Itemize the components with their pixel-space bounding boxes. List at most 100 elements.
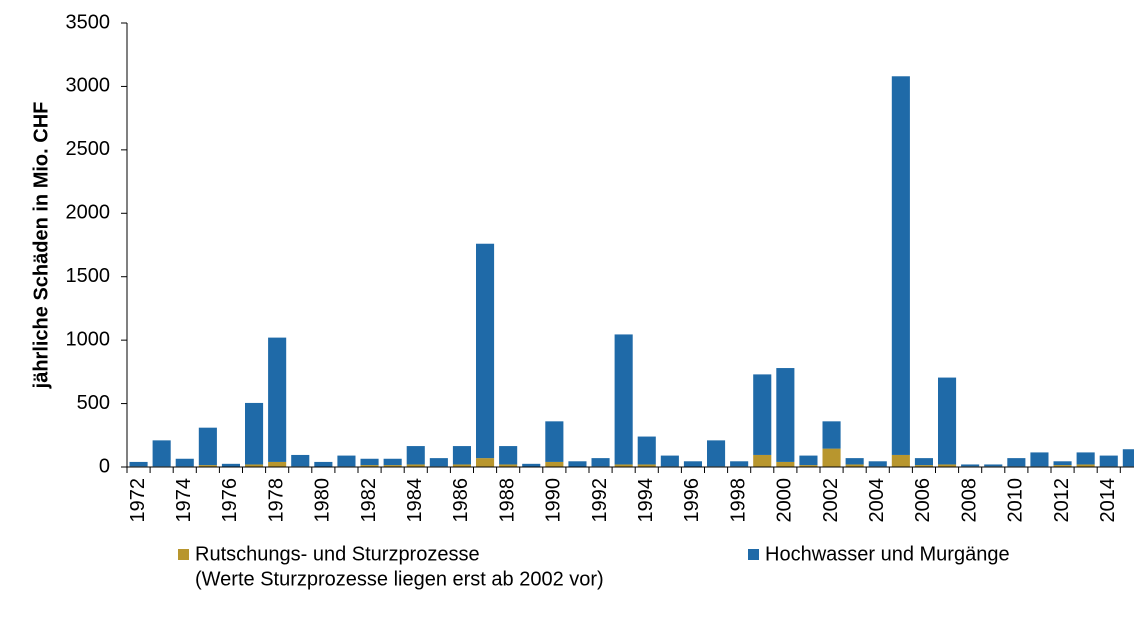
x-tick-label: 1996 xyxy=(681,478,703,523)
x-tick-label: 1980 xyxy=(312,478,334,523)
bar-segment xyxy=(776,461,795,467)
y-tick-label: 3000 xyxy=(66,75,111,97)
y-tick-label: 1500 xyxy=(66,265,111,287)
bar-segment xyxy=(198,427,217,466)
x-tick-label: 1990 xyxy=(543,478,565,523)
bar-segment xyxy=(637,436,656,465)
y-tick-label: 3500 xyxy=(66,11,111,33)
bar-segment xyxy=(522,463,541,467)
bar-segment xyxy=(707,440,726,467)
bar-segment xyxy=(845,458,864,465)
x-tick-label: 2008 xyxy=(958,478,980,523)
bar-segment xyxy=(891,454,910,467)
bar-segment xyxy=(914,458,933,466)
bar-segment xyxy=(938,377,957,465)
bar-segment xyxy=(268,461,287,467)
x-tick-label: 1982 xyxy=(358,478,380,523)
bar-segment xyxy=(545,461,564,467)
bar-segment xyxy=(683,461,702,467)
y-tick-label: 1000 xyxy=(66,328,111,350)
bar-segment xyxy=(961,464,980,467)
bar-segment xyxy=(360,458,379,466)
y-tick-label: 2000 xyxy=(66,202,111,224)
bar-segment xyxy=(637,464,656,467)
bar-segment xyxy=(245,402,264,465)
bar-segment xyxy=(499,446,518,465)
bar-segment xyxy=(591,458,610,467)
bar-segment xyxy=(891,76,910,455)
bar-segment xyxy=(776,368,795,462)
bar-segment xyxy=(1076,464,1095,467)
bar-segment xyxy=(337,455,356,467)
legend-label: Hochwasser und Murgänge xyxy=(765,543,1010,565)
x-tick-label: 1974 xyxy=(173,478,195,523)
legend-swatch xyxy=(748,549,759,560)
bar-segment xyxy=(845,464,864,467)
bar-segment xyxy=(730,461,749,467)
bar-segment xyxy=(1076,452,1095,465)
bar-segment xyxy=(799,465,818,467)
bar-segment xyxy=(245,464,264,467)
x-tick-label: 2000 xyxy=(774,478,796,523)
bar-segment xyxy=(268,337,287,462)
bar-segment xyxy=(429,458,448,467)
bar-segment xyxy=(291,454,310,467)
x-tick-label: 1986 xyxy=(450,478,472,523)
x-tick-label: 1984 xyxy=(404,478,426,523)
y-tick-label: 2500 xyxy=(66,138,111,160)
bar-segment xyxy=(476,458,495,467)
bar-segment xyxy=(1007,458,1026,467)
bar-segment xyxy=(799,455,818,466)
bar-segment xyxy=(822,421,841,449)
x-tick-label: 2010 xyxy=(1005,478,1027,523)
bar-segment xyxy=(614,334,633,465)
bar-segment xyxy=(1099,455,1118,467)
bar-segment xyxy=(221,463,240,467)
x-tick-label: 2014 xyxy=(1097,478,1119,523)
bar-segment xyxy=(1122,449,1134,467)
x-tick-label: 2002 xyxy=(820,478,842,523)
y-tick-label: 500 xyxy=(77,392,110,414)
bar-segment xyxy=(198,465,217,467)
bar-segment xyxy=(1030,452,1049,467)
bar-segment xyxy=(383,465,402,467)
bar-segment xyxy=(822,448,841,467)
bar-segment xyxy=(406,446,425,465)
y-tick-label: 0 xyxy=(99,455,110,477)
bar-segment xyxy=(476,243,495,459)
bar-segment xyxy=(314,461,333,467)
bar-segment xyxy=(152,440,171,467)
bar-segment xyxy=(753,374,772,455)
x-tick-label: 1992 xyxy=(589,478,611,523)
bar-segment xyxy=(175,458,194,467)
bar-segment xyxy=(129,461,148,467)
x-tick-label: 2012 xyxy=(1051,478,1073,523)
bar-segment xyxy=(545,421,564,462)
bar-segment xyxy=(868,461,887,467)
y-axis-label: jährliche Schäden in Mio. CHF xyxy=(30,102,52,390)
x-tick-label: 2004 xyxy=(866,478,888,523)
bar-segment xyxy=(660,455,679,467)
x-tick-label: 1978 xyxy=(265,478,287,523)
x-tick-label: 2006 xyxy=(912,478,934,523)
legend-note: (Werte Sturzprozesse liegen erst ab 2002… xyxy=(195,568,604,590)
bar-segment xyxy=(360,465,379,467)
bar-segment xyxy=(753,454,772,467)
legend-label: Rutschungs- und Sturzprozesse xyxy=(195,543,480,565)
bar-segment xyxy=(1053,461,1072,466)
x-tick-label: 1994 xyxy=(635,478,657,523)
bar-segment xyxy=(914,465,933,467)
x-tick-label: 1998 xyxy=(727,478,749,523)
bar-segment xyxy=(984,464,1003,467)
bar-segment xyxy=(499,464,518,467)
bar-segment xyxy=(568,461,587,467)
x-tick-label: 1976 xyxy=(219,478,241,523)
x-tick-label: 1972 xyxy=(127,478,149,523)
bar-segment xyxy=(452,464,471,467)
bar-segment xyxy=(614,464,633,467)
bar-segment xyxy=(1053,465,1072,467)
bar-segment xyxy=(406,464,425,467)
bar-segment xyxy=(938,464,957,467)
x-tick-label: 1988 xyxy=(496,478,518,523)
